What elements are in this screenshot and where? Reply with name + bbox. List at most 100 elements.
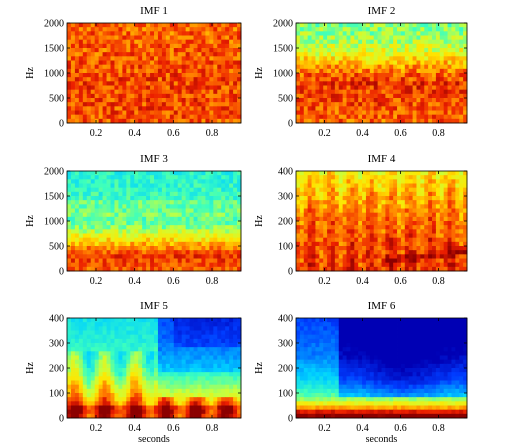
heatmap-cell (408, 73, 413, 78)
heatmap-cell (138, 73, 143, 78)
heatmap-cell (303, 102, 309, 107)
heatmap-cell (157, 23, 163, 28)
heatmap-cell (338, 187, 344, 193)
heatmap-cell (106, 196, 111, 201)
heatmap-cell (299, 250, 305, 255)
heatmap-cell (354, 118, 359, 124)
heatmap-cell (213, 347, 218, 352)
heatmap-cell (237, 322, 242, 327)
heatmap-cell (229, 208, 234, 214)
heatmap-cell (217, 204, 222, 209)
heatmap-cell (307, 102, 312, 107)
heatmap-cell (78, 68, 84, 74)
heatmap-cell (67, 110, 72, 116)
heatmap-cell (146, 102, 151, 107)
heatmap-cell (197, 56, 202, 61)
heatmap-cell (142, 183, 147, 189)
heatmap-cell (354, 191, 359, 197)
heatmap-cell (78, 204, 84, 209)
heatmap-cell (169, 60, 175, 66)
heatmap-cell (150, 347, 155, 352)
heatmap-cell (404, 56, 410, 61)
heatmap-cell (130, 229, 135, 234)
heatmap-cell (330, 93, 336, 99)
heatmap-cell (102, 98, 107, 103)
heatmap-cell (157, 372, 163, 377)
heatmap-cell (78, 93, 84, 99)
heatmap-cell (122, 77, 127, 82)
heatmap-cell (225, 85, 230, 91)
heatmap-cell (126, 68, 131, 74)
heatmap-cell (319, 89, 324, 95)
heatmap-cell (217, 233, 222, 239)
heatmap-cell (197, 187, 202, 193)
heatmap-cell (362, 229, 367, 234)
heatmap-cell (169, 246, 175, 251)
heatmap-cell (94, 60, 100, 66)
heatmap-cell (334, 52, 340, 57)
heatmap-cell (130, 376, 135, 381)
heatmap-cell (209, 102, 214, 107)
heatmap-cell (338, 77, 344, 82)
heatmap-cell (130, 52, 135, 57)
heatmap-cell (221, 229, 226, 234)
heatmap-cell (451, 64, 456, 70)
heatmap-cell (90, 52, 96, 57)
heatmap-cell (86, 266, 92, 272)
heatmap-cell (110, 77, 115, 82)
heatmap-cell (315, 23, 320, 28)
heatmap-cell (346, 196, 351, 201)
heatmap-cell (142, 318, 147, 323)
heatmap-cell (150, 179, 155, 184)
heatmap-cell (233, 347, 238, 352)
heatmap-cell (181, 35, 187, 41)
heatmap-cell (138, 355, 143, 361)
heatmap-cell (315, 48, 320, 53)
heatmap-cell (385, 77, 390, 82)
heatmap-cell (428, 266, 433, 272)
heatmap-cell (110, 216, 115, 222)
heatmap-cell (193, 52, 198, 57)
heatmap-cell (381, 39, 386, 45)
heatmap-cell (70, 77, 76, 82)
heatmap-cell (342, 241, 347, 247)
heatmap-cell (319, 258, 324, 264)
heatmap-cell (126, 77, 131, 82)
heatmap-cell (130, 196, 135, 201)
heatmap-cell (205, 60, 210, 66)
heatmap-cell (134, 39, 139, 45)
heatmap-cell (209, 27, 214, 32)
heatmap-cell (142, 250, 147, 255)
heatmap-cell (74, 351, 80, 356)
heatmap-cell (346, 56, 351, 61)
heatmap-cell (106, 208, 111, 214)
heatmap-cell (138, 359, 143, 365)
heatmap-cell (142, 114, 147, 120)
heatmap-cell (146, 258, 151, 264)
heatmap-cell (138, 68, 143, 74)
heatmap-cell (205, 318, 210, 323)
heatmap-cell (233, 85, 238, 91)
heatmap-cell (110, 334, 115, 340)
heatmap-cell (110, 191, 115, 197)
heatmap-cell (346, 118, 351, 124)
heatmap-cell (110, 212, 115, 218)
heatmap-cell (381, 191, 386, 197)
heatmap-cell (381, 77, 386, 82)
heatmap-cell (342, 81, 347, 86)
heatmap-cell (296, 171, 301, 176)
heatmap-cell (146, 179, 151, 184)
heatmap-cell (420, 258, 425, 264)
heatmap-cell (67, 355, 72, 361)
heatmap-cell (126, 246, 131, 251)
heatmap-cell (463, 35, 468, 41)
heatmap-cell (327, 221, 332, 226)
heatmap-cell (435, 262, 441, 268)
heatmap-cell (78, 343, 84, 348)
heatmap-cell (142, 254, 147, 259)
heatmap-cell (350, 60, 355, 66)
heatmap-cell (404, 68, 410, 74)
heatmap-cell (346, 262, 351, 268)
heatmap-cell (412, 225, 417, 230)
heatmap-cell (362, 27, 367, 32)
